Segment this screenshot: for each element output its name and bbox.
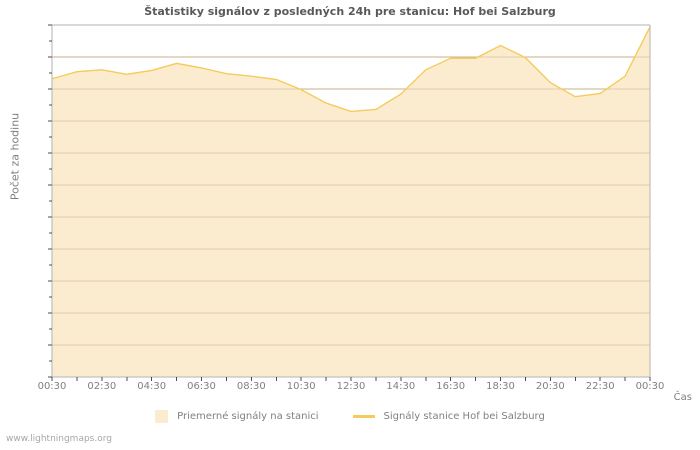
x-tick-label: 18:30 (486, 381, 515, 392)
x-tick-label: 02:30 (87, 381, 117, 392)
x-tick-label: 16:30 (436, 381, 466, 392)
chart-legend: Priemerné signály na stanici Signály sta… (0, 410, 700, 423)
x-axis-label: Čas (673, 392, 692, 403)
legend-item-average: Priemerné signály na stanici (155, 410, 319, 423)
x-tick-label: 12:30 (336, 381, 366, 392)
x-tick-label: 00:30 (37, 381, 67, 392)
chart-title: Štatistiky signálov z posledných 24h pre… (144, 5, 556, 18)
x-tick-label: 08:30 (236, 381, 266, 392)
legend-area-swatch-icon (155, 410, 169, 423)
footer-url: www.lightningmaps.org (6, 434, 112, 444)
x-tick-label: 14:30 (386, 381, 416, 392)
x-tick-label: 00:30 (635, 381, 665, 392)
legend-label-station: Signály stanice Hof bei Salzburg (383, 411, 545, 422)
x-tick-label: 22:30 (585, 381, 615, 392)
x-tick-label: 20:30 (535, 381, 565, 392)
x-tick-label: 10:30 (286, 381, 316, 392)
legend-line-swatch-icon (352, 415, 375, 418)
legend-item-station: Signály stanice Hof bei Salzburg (352, 411, 545, 422)
x-tick-label: 06:30 (187, 381, 216, 392)
x-tick-label: 04:30 (137, 381, 167, 392)
legend-label-average: Priemerné signály na stanici (177, 411, 319, 422)
